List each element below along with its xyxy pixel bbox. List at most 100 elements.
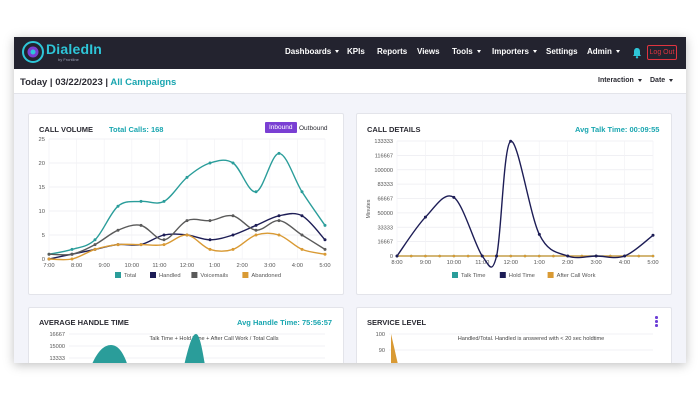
data-point — [254, 190, 258, 194]
legend-label: Voicemails — [200, 273, 228, 279]
nav-admin[interactable]: Admin — [587, 47, 620, 56]
data-point — [395, 254, 399, 258]
data-point — [452, 195, 456, 199]
legend-label: Total — [124, 273, 136, 279]
data-point — [623, 254, 627, 258]
y-tick-label: 90 — [379, 348, 385, 354]
y-tick-label: 15 — [39, 185, 45, 191]
data-point — [70, 252, 74, 256]
x-tick-label: 12:00 — [180, 263, 195, 269]
logo-text: DialedIn — [46, 41, 103, 57]
data-point — [537, 254, 541, 258]
avg-handle-time-card: AVERAGE HANDLE TIME Avg Handle Time: 75:… — [28, 307, 344, 363]
top-navbar: DialedIn by Frontline Dashboards KPIs Re… — [14, 37, 686, 69]
y-tick-label: 5 — [42, 233, 45, 239]
avg-handle-chart: 16667 15000 13333 Talk Time + Hold Time + A… — [49, 332, 325, 363]
y-tick-label: 13333 — [49, 356, 65, 362]
nav-importers[interactable]: Importers — [492, 47, 537, 56]
data-point — [509, 139, 513, 143]
x-tick-label: 7:00 — [43, 263, 54, 269]
service-level-chart: 100 90 Handled/Total. Handled is answered … — [376, 332, 653, 363]
caret-down-icon — [476, 50, 481, 54]
caret-down-icon — [669, 78, 674, 82]
nav-tools[interactable]: Tools — [452, 47, 481, 56]
inbound-button[interactable]: Inbound — [265, 122, 297, 133]
legend-label: After Call Work — [557, 273, 596, 279]
interaction-dropdown[interactable]: Interaction — [598, 77, 642, 84]
y-tick-label: 83333 — [377, 182, 393, 188]
data-point — [277, 219, 281, 223]
data-point — [116, 228, 120, 232]
data-point — [162, 233, 166, 237]
data-point — [208, 161, 212, 165]
x-tick-label: 5:00 — [647, 260, 658, 266]
data-point — [323, 252, 327, 256]
data-point — [162, 243, 166, 247]
nav-reports[interactable]: Reports — [377, 47, 408, 56]
date-dropdown[interactable]: Date — [650, 77, 674, 84]
x-tick-label: 4:00 — [619, 260, 630, 266]
data-point — [185, 219, 189, 223]
area-shape — [184, 334, 205, 363]
data-point — [93, 243, 97, 247]
service-level-title: SERVICE LEVEL — [367, 318, 427, 327]
call-volume-title: CALL VOLUME — [39, 125, 94, 134]
data-point — [139, 243, 143, 247]
data-point — [300, 247, 304, 251]
data-point — [208, 247, 212, 251]
data-point — [254, 223, 258, 227]
nav-settings[interactable]: Settings — [546, 47, 578, 56]
data-point — [208, 219, 212, 223]
caret-down-icon — [335, 50, 340, 54]
x-tick-label: 2:00 — [562, 260, 573, 266]
chart-note: Handled/Total. Handled is answered with … — [458, 336, 605, 342]
bell-icon[interactable] — [631, 47, 643, 59]
more-options-icon[interactable] — [655, 316, 658, 328]
campaign-link[interactable]: All Campaigns — [110, 77, 177, 88]
page-title: Today | 03/22/2023 | All Campaigns — [20, 77, 176, 88]
data-point — [509, 254, 513, 258]
x-tick-label: 10:00 — [125, 263, 140, 269]
y-tick-label: 66667 — [377, 197, 393, 203]
data-point — [537, 232, 541, 236]
nav-kpis[interactable]: KPIs — [347, 47, 365, 56]
data-point — [466, 254, 470, 258]
data-point — [277, 233, 281, 237]
data-point — [277, 151, 281, 155]
legend-label: Hold Time — [509, 273, 535, 279]
y-tick-label: 0 — [42, 257, 45, 263]
x-tick-label: 4:00 — [292, 263, 303, 269]
y-tick-label: 100000 — [374, 168, 393, 174]
caret-down-icon — [615, 50, 620, 54]
x-tick-label: 1:00 — [534, 260, 545, 266]
data-point — [424, 254, 427, 258]
avg-handle-title: AVERAGE HANDLE TIME — [39, 318, 129, 327]
data-point — [254, 228, 258, 232]
data-point — [231, 247, 235, 251]
y-tick-label: 10 — [39, 209, 45, 215]
data-point — [323, 247, 327, 251]
x-tick-label: 11:00 — [152, 263, 166, 269]
nav-dashboards[interactable]: Dashboards — [285, 47, 340, 56]
nav-views[interactable]: Views — [417, 47, 440, 56]
data-point — [323, 238, 327, 242]
outbound-button[interactable]: Outbound — [299, 125, 328, 132]
data-point — [300, 233, 304, 237]
data-point — [93, 238, 97, 242]
data-point — [637, 254, 641, 258]
caret-down-icon — [532, 50, 537, 54]
y-tick-label: 15000 — [49, 344, 65, 350]
avg-handle-stat: Avg Handle Time: 75:56:57 — [237, 318, 333, 327]
data-point — [185, 233, 189, 237]
y-tick-label: 16667 — [49, 332, 65, 338]
y-axis-label: Minutes — [366, 199, 372, 218]
legend-label: Handled — [159, 273, 181, 279]
legend-swatch — [547, 272, 554, 278]
logout-button[interactable]: Log Out — [647, 45, 677, 60]
y-tick-label: 20 — [39, 161, 45, 167]
x-tick-label: 8:00 — [71, 263, 82, 269]
x-tick-label: 3:00 — [590, 260, 601, 266]
area-shape — [391, 334, 398, 363]
data-point — [70, 247, 74, 251]
legend-swatch — [452, 272, 458, 278]
